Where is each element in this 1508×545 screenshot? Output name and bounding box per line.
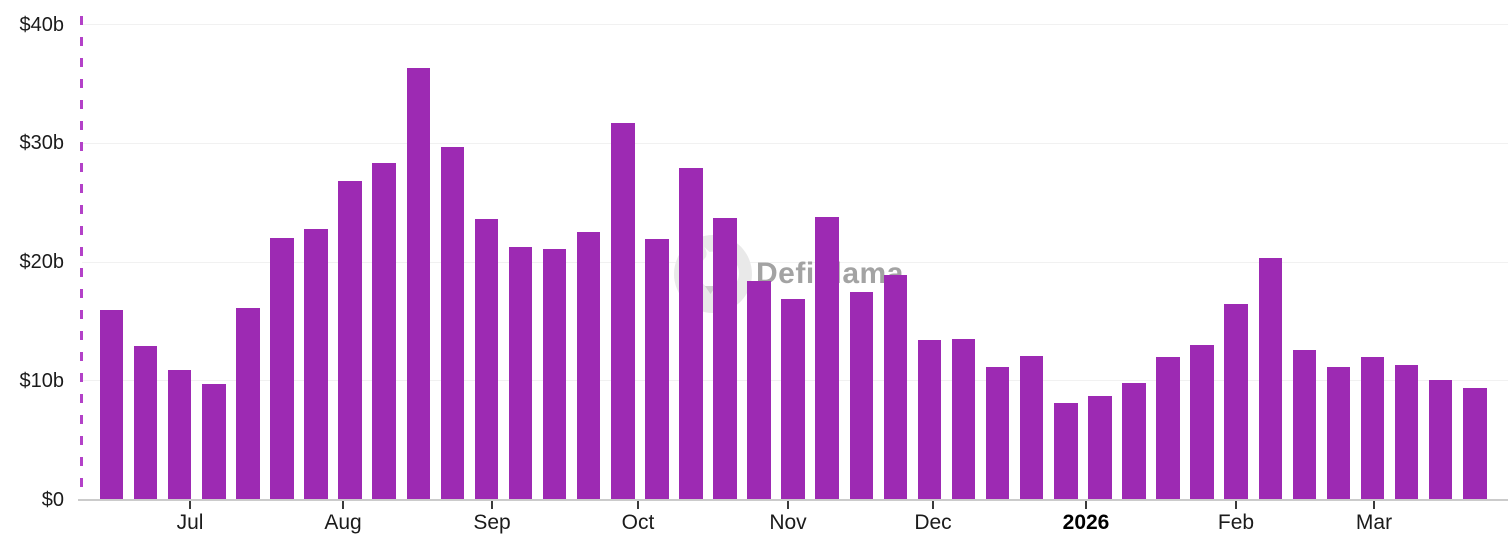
volume-bar[interactable] xyxy=(713,218,737,500)
volume-bar[interactable] xyxy=(508,246,533,500)
x-axis-label: 2026 xyxy=(1062,511,1110,534)
x-axis-label: Aug xyxy=(324,511,362,534)
volume-bar[interactable] xyxy=(576,232,601,500)
volume-bar[interactable] xyxy=(917,340,942,500)
x-axis-tick xyxy=(491,501,493,509)
volume-bar[interactable] xyxy=(883,275,908,500)
x-axis-label: Dec xyxy=(914,511,952,534)
volume-bar[interactable] xyxy=(167,370,192,500)
x-axis-label: Sep xyxy=(473,511,511,534)
x-axis-line xyxy=(78,499,1508,501)
volume-bar[interactable] xyxy=(1088,396,1112,500)
volume-bar[interactable] xyxy=(781,298,805,500)
volume-bar[interactable] xyxy=(1360,357,1385,500)
y-axis-label: $20b xyxy=(19,251,65,273)
volume-bar[interactable] xyxy=(304,228,328,500)
volume-bar[interactable] xyxy=(1428,379,1453,500)
volume-bar[interactable] xyxy=(202,384,226,500)
y-axis-label: $40b xyxy=(19,13,65,36)
y-axis-label: $30b xyxy=(19,132,65,155)
volume-bar[interactable] xyxy=(1394,365,1419,500)
x-axis-label: Nov xyxy=(769,511,807,534)
volume-bar[interactable] xyxy=(747,281,771,500)
y-axis-label: $10b xyxy=(19,369,65,392)
x-axis-tick xyxy=(787,501,789,509)
volume-bar[interactable] xyxy=(1122,383,1146,500)
x-axis-tick xyxy=(1235,501,1237,509)
volume-bar[interactable] xyxy=(440,146,465,500)
x-axis-label: Mar xyxy=(1355,511,1393,534)
volume-bar[interactable] xyxy=(133,346,158,500)
x-axis-tick xyxy=(1373,501,1375,509)
x-axis-label: Feb xyxy=(1217,511,1255,534)
gridline xyxy=(82,261,1508,263)
volume-bar[interactable] xyxy=(1258,258,1283,500)
volume-bar[interactable] xyxy=(679,168,703,500)
volume-bar[interactable] xyxy=(849,291,874,500)
volume-bar[interactable] xyxy=(236,308,260,500)
volume-bar[interactable] xyxy=(99,309,124,500)
volume-bar[interactable] xyxy=(1019,355,1044,500)
x-axis-label: Oct xyxy=(621,511,655,534)
volume-bar[interactable] xyxy=(1156,357,1180,500)
volume-bar[interactable] xyxy=(474,219,499,500)
x-axis-tick xyxy=(189,501,191,509)
volume-bar[interactable] xyxy=(1054,403,1078,500)
volume-bar[interactable] xyxy=(645,239,669,500)
volume-bar[interactable] xyxy=(406,68,431,500)
gridline xyxy=(82,24,1508,25)
axis-start-dashed-line xyxy=(79,16,83,497)
gridline xyxy=(82,142,1508,144)
volume-bar[interactable] xyxy=(1463,387,1487,500)
volume-bar[interactable] xyxy=(1326,366,1351,500)
volume-bar[interactable] xyxy=(1292,349,1317,500)
x-axis-tick xyxy=(1085,501,1087,509)
volume-bar[interactable] xyxy=(542,248,567,500)
volume-bar[interactable] xyxy=(985,366,1010,500)
volume-bar[interactable] xyxy=(815,216,839,500)
x-axis-tick xyxy=(932,501,934,509)
x-axis-tick xyxy=(342,501,344,509)
volume-bar[interactable] xyxy=(372,163,396,500)
x-axis-label: Jul xyxy=(176,511,204,534)
volume-bar[interactable] xyxy=(338,181,362,500)
volume-bar[interactable] xyxy=(611,123,635,500)
volume-bar[interactable] xyxy=(270,238,294,500)
volume-bar[interactable] xyxy=(1190,345,1214,500)
x-axis-tick xyxy=(637,501,639,509)
y-axis-label: $0 xyxy=(41,488,64,511)
volume-bar[interactable] xyxy=(951,339,976,500)
volume-bar[interactable] xyxy=(1224,303,1248,500)
